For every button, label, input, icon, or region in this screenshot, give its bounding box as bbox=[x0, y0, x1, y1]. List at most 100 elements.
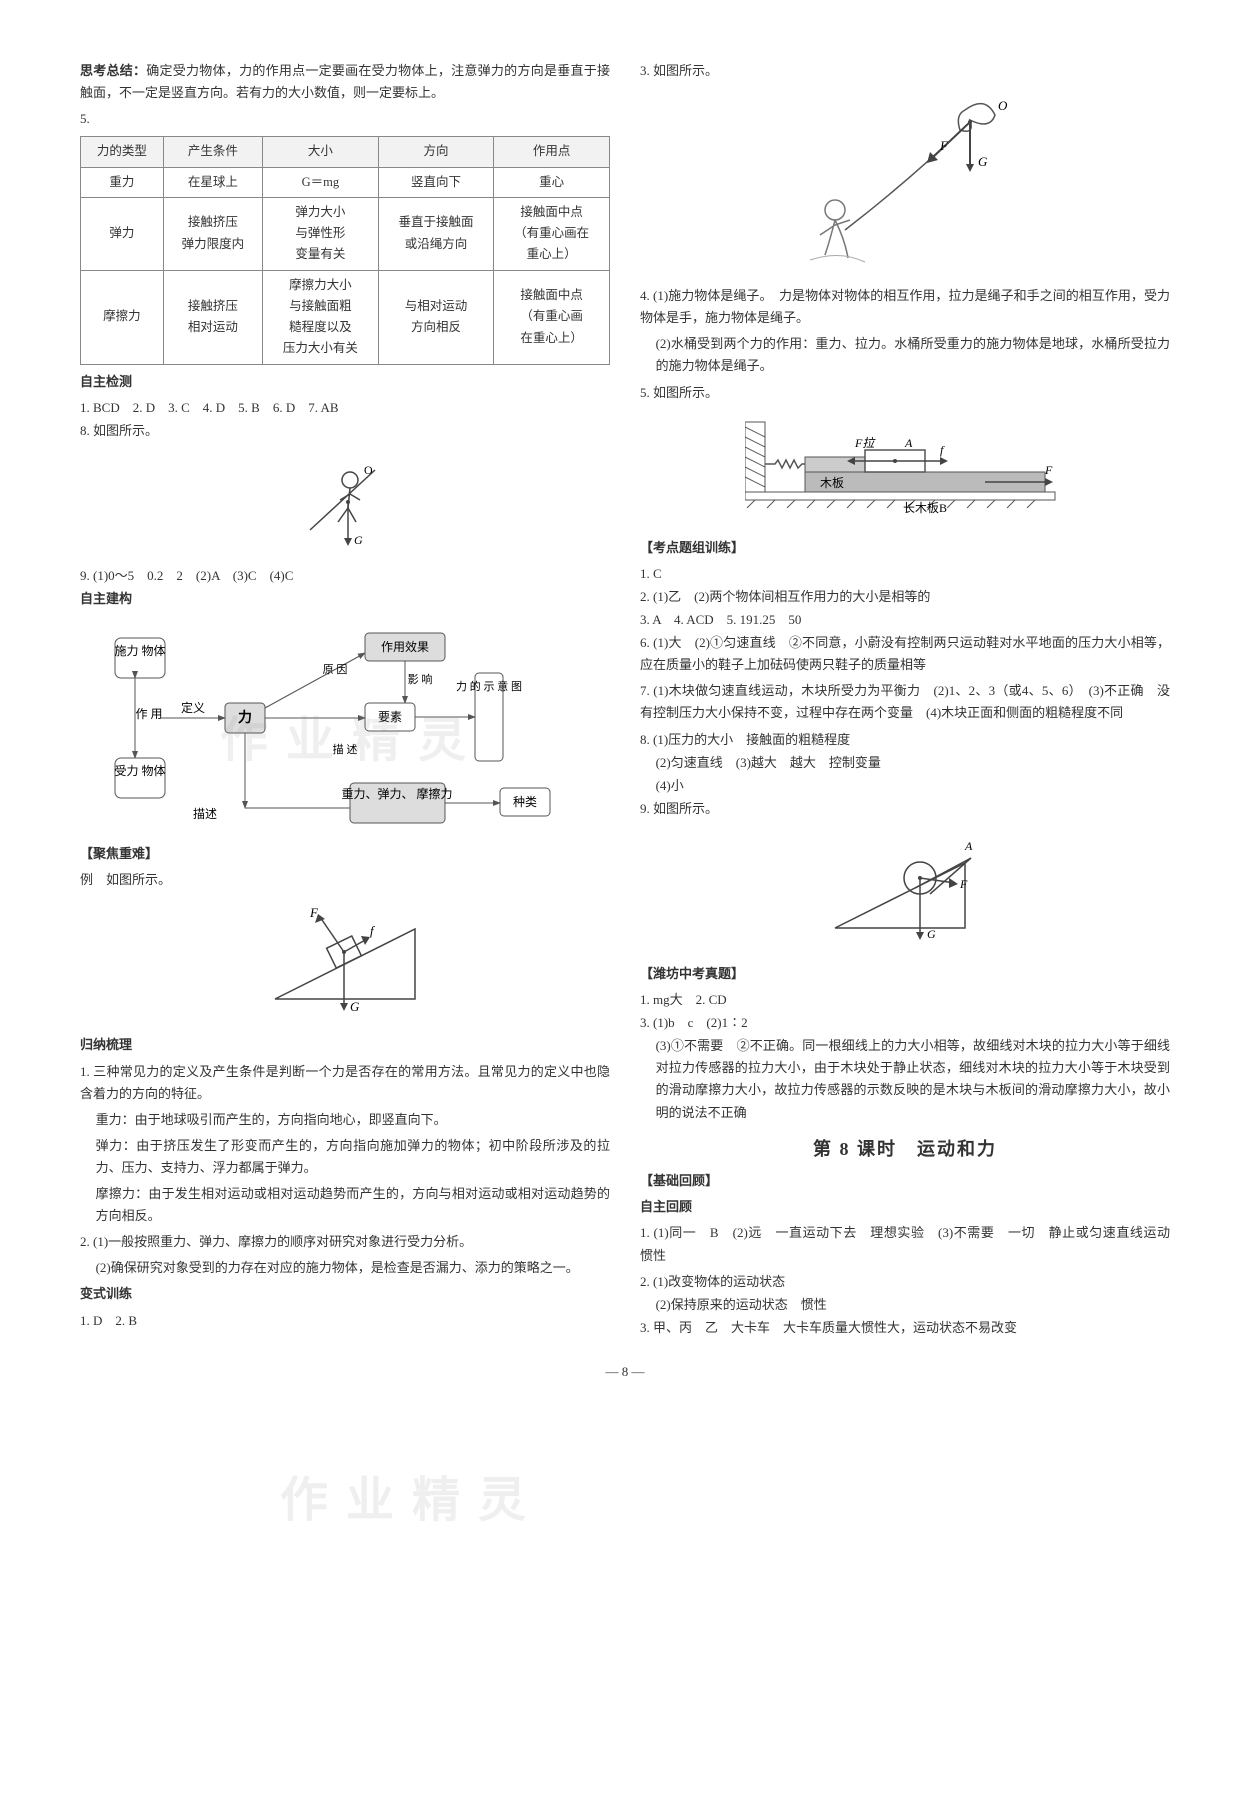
item-4-1: 4. (1)施力物体是绳子。 力是物体对物体的相互作用，拉力是绳子和手之间的相互… bbox=[640, 285, 1170, 329]
g7-1: 7. (1)木块做匀速直线运动，木块所受力为平衡力 (2)1、2、3（或4、5、… bbox=[640, 680, 1170, 724]
build-label: 自主建构 bbox=[80, 588, 610, 610]
figure-3-kite: O F G bbox=[640, 90, 1170, 277]
figure-5-board: 长木板B 木板 A F拉 f F bbox=[640, 412, 1170, 529]
cell: 垂直于接触面 或沿绳方向 bbox=[378, 197, 494, 270]
svg-text:定义: 定义 bbox=[181, 700, 205, 715]
svg-text:O: O bbox=[998, 98, 1008, 113]
cell: 竖直向下 bbox=[378, 167, 494, 197]
cell: 重心 bbox=[494, 167, 610, 197]
cell: 与相对运动 方向相反 bbox=[378, 270, 494, 364]
svg-text:f: f bbox=[370, 923, 376, 938]
svg-text:要素: 要素 bbox=[378, 710, 402, 724]
item-3-label: 3. 如图所示。 bbox=[640, 60, 1170, 82]
left-column: 思考总结：确定受力物体，力的作用点一定要画在受力物体上，注意弹力的方向是垂直于接… bbox=[80, 60, 610, 1343]
g1: 1. C bbox=[640, 563, 1170, 585]
cell: 弹力 bbox=[81, 197, 164, 270]
cell: 重力 bbox=[81, 167, 164, 197]
cell: 接触挤压 弹力限度内 bbox=[163, 197, 262, 270]
organize-label: 归纳梳理 bbox=[80, 1034, 610, 1056]
summary-label: 思考总结： bbox=[80, 63, 146, 78]
summary-text: 确定受力物体，力的作用点一定要画在受力物体上，注意弹力的方向是垂直于接触面，不一… bbox=[80, 63, 610, 100]
w3-2: (3)①不需要 ②不正确。同一根细线上的力大小相等，故细线对木块的拉力大小等于细… bbox=[656, 1035, 1170, 1123]
lesson-8-title: 第 8 课时 运动和力 bbox=[640, 1134, 1170, 1165]
w1: 1. mg大 2. CD bbox=[640, 989, 1170, 1011]
concept-map: 施力 物体 受力 物体 作 用 定义 力 作用效果 原 因 影 响 要素 描 述… bbox=[80, 618, 610, 835]
cell: 摩擦力大小 与接触面粗 糙程度以及 压力大小有关 bbox=[263, 270, 379, 364]
g8-2: (2)匀速直线 (3)越大 越大 控制变量 bbox=[656, 752, 1170, 774]
svg-text:F: F bbox=[959, 877, 968, 891]
variant-answers: 1. D 2. B bbox=[80, 1310, 610, 1332]
basic-label: 【基础回顾】 bbox=[640, 1170, 1170, 1192]
focus-label: 【聚焦重难】 bbox=[80, 843, 610, 865]
g6: 6. (1)大 (2)①匀速直线 ②不同意，小蔚没有控制两只运动鞋对水平地面的压… bbox=[640, 632, 1170, 676]
th-point: 作用点 bbox=[494, 137, 610, 167]
figure-example-incline: F f G bbox=[80, 899, 610, 1026]
g9-label: 9. 如图所示。 bbox=[640, 798, 1170, 820]
self-test-label: 自主检测 bbox=[80, 371, 610, 393]
example-label: 例 如图所示。 bbox=[80, 869, 610, 891]
table-row: 重力 在星球上 G＝mg 竖直向下 重心 bbox=[81, 167, 610, 197]
g2: 2. (1)乙 (2)两个物体间相互作用力的大小是相等的 bbox=[640, 586, 1170, 608]
th-type: 力的类型 bbox=[81, 137, 164, 167]
svg-text:A: A bbox=[904, 436, 913, 450]
svg-text:受力 物体: 受力 物体 bbox=[114, 764, 165, 778]
exam-group-label: 【考点题组训练】 bbox=[640, 537, 1170, 559]
svg-text:F: F bbox=[309, 905, 319, 920]
g3: 3. A 4. ACD 5. 191.25 50 bbox=[640, 609, 1170, 631]
svg-text:木板: 木板 bbox=[820, 476, 844, 490]
label-O: O bbox=[364, 463, 373, 477]
table-row: 摩擦力 接触挤压 相对运动 摩擦力大小 与接触面粗 糙程度以及 压力大小有关 与… bbox=[81, 270, 610, 364]
figure-9-incline-ball: A F G bbox=[640, 828, 1170, 955]
svg-text:影 响: 影 响 bbox=[408, 673, 433, 686]
weifang-label: 【潍坊中考真题】 bbox=[640, 963, 1170, 985]
item-9: 9. (1)0～5 0.2 2 (2)A (3)C (4)C bbox=[80, 565, 610, 587]
b2-2: (2)保持原来的运动状态 惯性 bbox=[656, 1294, 1170, 1316]
item-1-head: 1. 三种常见力的定义及产生条件是判断一个力是否存在的常用方法。且常见力的定义中… bbox=[80, 1061, 610, 1105]
g8: 8. (1)压力的大小 接触面的粗糙程度 bbox=[640, 729, 1170, 751]
th-dir: 方向 bbox=[378, 137, 494, 167]
cell: 接触面中点 （有重心画 在重心上） bbox=[494, 270, 610, 364]
svg-text:F: F bbox=[939, 138, 949, 153]
svg-text:G: G bbox=[350, 999, 360, 1014]
item-1-friction: 摩擦力：由于发生相对运动或相对运动趋势而产生的，方向与相对运动或相对运动趋势的方… bbox=[96, 1183, 610, 1227]
svg-text:作用效果: 作用效果 bbox=[381, 639, 429, 654]
watermark: 作业精灵 bbox=[280, 1460, 544, 1542]
cell: 接触面中点 （有重心画在 重心上） bbox=[494, 197, 610, 270]
page-footer: — 8 — bbox=[80, 1361, 1170, 1383]
item-1-elastic: 弹力：由于挤压发生了形变而产生的，方向指向施加弹力的物体；初中阶段所涉及的拉力、… bbox=[96, 1135, 610, 1179]
variant-label: 变式训练 bbox=[80, 1283, 610, 1305]
svg-text:原 因: 原 因 bbox=[323, 663, 348, 676]
item-5-label-r: 5. 如图所示。 bbox=[640, 382, 1170, 404]
svg-text:G: G bbox=[978, 154, 988, 169]
cell: 摩擦力 bbox=[81, 270, 164, 364]
item-4-2: (2)水桶受到两个力的作用：重力、拉力。水桶所受重力的施力物体是地球，水桶所受拉… bbox=[656, 333, 1170, 377]
item-8: 8. 如图所示。 bbox=[80, 420, 610, 442]
table-row: 弹力 接触挤压 弹力限度内 弹力大小 与弹性形 变量有关 垂直于接触面 或沿绳方… bbox=[81, 197, 610, 270]
right-column: 3. 如图所示。 O F G 4. (1)施力物体是绳子。 力是物体对物体的相互… bbox=[640, 60, 1170, 1343]
th-cond: 产生条件 bbox=[163, 137, 262, 167]
w3-1: 3. (1)b c (2)1∶2 bbox=[640, 1012, 1170, 1034]
cell: 接触挤压 相对运动 bbox=[163, 270, 262, 364]
figure-8: O G bbox=[80, 450, 610, 557]
item-1-gravity: 重力：由于地球吸引而产生的，方向指向地心，即竖直向下。 bbox=[96, 1109, 610, 1131]
b2-1: 2. (1)改变物体的运动状态 bbox=[640, 1271, 1170, 1293]
svg-text:G: G bbox=[927, 927, 936, 941]
svg-text:种类: 种类 bbox=[513, 795, 537, 809]
item-5-label: 5. bbox=[80, 108, 610, 130]
item-2-2: (2)确保研究对象受到的力存在对应的施力物体，是检查是否漏力、添力的策略之一。 bbox=[96, 1257, 610, 1279]
svg-text:力 的 示 意 图: 力 的 示 意 图 bbox=[456, 679, 522, 693]
b1: 1. (1)同一 B (2)远 一直运动下去 理想实验 (3)不需要 一切 静止… bbox=[640, 1222, 1170, 1266]
item-2-1: 2. (1)一般按照重力、弹力、摩擦力的顺序对研究对象进行受力分析。 bbox=[80, 1231, 610, 1253]
cell: 弹力大小 与弹性形 变量有关 bbox=[263, 197, 379, 270]
cell: 在星球上 bbox=[163, 167, 262, 197]
svg-text:描 述: 描 述 bbox=[333, 742, 358, 756]
cell: G＝mg bbox=[263, 167, 379, 197]
g8-3: (4)小 bbox=[656, 775, 1170, 797]
answers-1-7: 1. BCD 2. D 3. C 4. D 5. B 6. D 7. AB bbox=[80, 397, 610, 419]
svg-text:施力 物体: 施力 物体 bbox=[114, 644, 165, 658]
svg-text:力: 力 bbox=[238, 709, 252, 726]
self-q-label: 自主回顾 bbox=[640, 1196, 1170, 1218]
label-G: G bbox=[354, 533, 363, 547]
svg-text:F拉: F拉 bbox=[854, 436, 876, 450]
forces-table: 力的类型 产生条件 大小 方向 作用点 重力 在星球上 G＝mg 竖直向下 重心… bbox=[80, 136, 610, 364]
